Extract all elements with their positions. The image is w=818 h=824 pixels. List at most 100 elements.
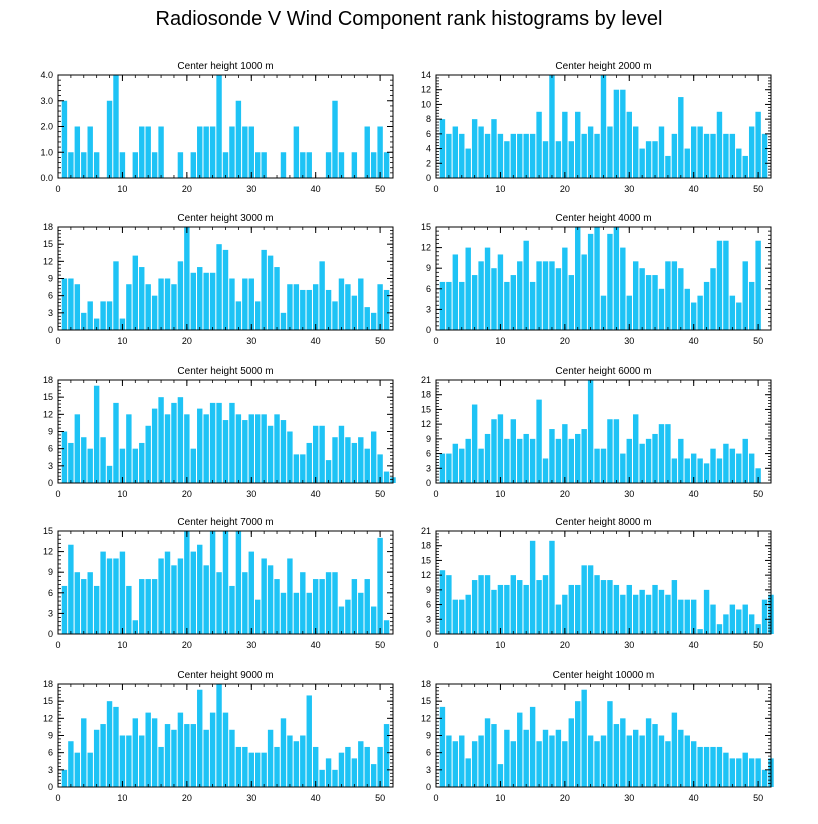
bar bbox=[209, 402, 216, 483]
bar bbox=[364, 307, 370, 330]
y-tick-label: 9 bbox=[426, 434, 431, 444]
y-tick-label: 10 bbox=[421, 99, 431, 109]
bar bbox=[459, 735, 465, 787]
bar bbox=[484, 133, 491, 178]
y-tick-label: 3 bbox=[48, 308, 53, 318]
bar bbox=[549, 261, 555, 330]
bar bbox=[587, 735, 594, 787]
bar bbox=[139, 267, 145, 330]
x-tick-label: 30 bbox=[246, 640, 256, 650]
bar bbox=[300, 735, 306, 787]
y-tick-label: 3 bbox=[48, 461, 53, 471]
x-tick-label: 30 bbox=[624, 184, 634, 194]
bar bbox=[293, 741, 300, 787]
bar bbox=[209, 272, 216, 330]
bar bbox=[345, 437, 351, 483]
y-tick-label: 6 bbox=[48, 444, 53, 454]
y-tick-label: 9 bbox=[48, 567, 53, 577]
bar bbox=[197, 544, 203, 634]
bar bbox=[351, 758, 358, 787]
bar bbox=[132, 620, 139, 634]
bar bbox=[280, 718, 287, 787]
bar bbox=[684, 288, 690, 330]
bar bbox=[684, 735, 690, 787]
bar bbox=[184, 414, 190, 483]
bar bbox=[710, 604, 716, 634]
y-tick-label: 6 bbox=[426, 284, 431, 294]
y-tick-label: 0.0 bbox=[40, 173, 53, 183]
bar bbox=[338, 152, 345, 178]
bar bbox=[658, 424, 665, 483]
bar bbox=[529, 133, 536, 178]
bar bbox=[607, 419, 613, 483]
bar bbox=[529, 540, 536, 634]
y-tick-label: 18 bbox=[421, 679, 431, 689]
bar bbox=[338, 606, 345, 634]
bar bbox=[377, 284, 383, 330]
bar bbox=[626, 438, 632, 483]
x-tick-label: 50 bbox=[753, 793, 763, 803]
y-tick-label: 18 bbox=[43, 375, 53, 385]
bar bbox=[478, 261, 484, 330]
bar bbox=[222, 420, 229, 483]
bar bbox=[536, 399, 542, 483]
bar bbox=[549, 429, 555, 483]
bar bbox=[81, 437, 87, 483]
bar bbox=[607, 233, 613, 330]
bar bbox=[703, 133, 710, 178]
x-tick-label: 0 bbox=[55, 336, 60, 346]
bar bbox=[119, 448, 126, 483]
bar bbox=[504, 584, 510, 634]
y-tick-label: 18 bbox=[421, 541, 431, 551]
bar bbox=[370, 312, 377, 330]
bar bbox=[126, 585, 132, 634]
y-tick-label: 0 bbox=[48, 782, 53, 792]
bar bbox=[742, 438, 748, 483]
bar bbox=[203, 565, 209, 634]
bar bbox=[555, 438, 562, 483]
bar bbox=[446, 575, 452, 634]
bar bbox=[68, 544, 74, 634]
bar bbox=[665, 594, 671, 634]
bar bbox=[332, 100, 338, 178]
bar bbox=[68, 278, 74, 330]
bar bbox=[87, 572, 93, 634]
x-tick-label: 10 bbox=[495, 184, 505, 194]
bar bbox=[300, 572, 306, 634]
y-tick-label: 12 bbox=[421, 419, 431, 429]
bar bbox=[61, 100, 68, 178]
panel-title: Center height 3000 m bbox=[177, 213, 273, 224]
bar bbox=[549, 540, 555, 634]
x-tick-label: 30 bbox=[246, 489, 256, 499]
bar bbox=[68, 741, 74, 787]
y-tick-label: 2.0 bbox=[40, 122, 53, 132]
bar bbox=[491, 268, 497, 330]
bar bbox=[510, 133, 517, 178]
bar bbox=[517, 261, 523, 330]
x-tick-label: 40 bbox=[311, 793, 321, 803]
bar bbox=[594, 575, 600, 634]
bar bbox=[697, 629, 703, 634]
x-tick-label: 10 bbox=[495, 489, 505, 499]
bar bbox=[465, 758, 471, 787]
bar bbox=[471, 119, 478, 178]
bar bbox=[74, 284, 81, 330]
bar bbox=[523, 433, 529, 483]
bar bbox=[684, 148, 690, 178]
bar bbox=[710, 448, 716, 483]
y-tick-label: 0 bbox=[48, 629, 53, 639]
bar bbox=[742, 155, 748, 178]
bar bbox=[465, 438, 471, 483]
bar bbox=[338, 278, 345, 330]
bar bbox=[126, 414, 132, 483]
bar bbox=[484, 247, 491, 330]
y-tick-label: 3.0 bbox=[40, 96, 53, 106]
bar bbox=[723, 614, 729, 634]
bar bbox=[190, 272, 196, 330]
panel-title: Center height 7000 m bbox=[177, 517, 273, 528]
bar bbox=[729, 604, 736, 634]
bar bbox=[267, 255, 274, 330]
bar bbox=[587, 380, 594, 483]
bar bbox=[93, 318, 100, 330]
bar bbox=[471, 580, 478, 634]
